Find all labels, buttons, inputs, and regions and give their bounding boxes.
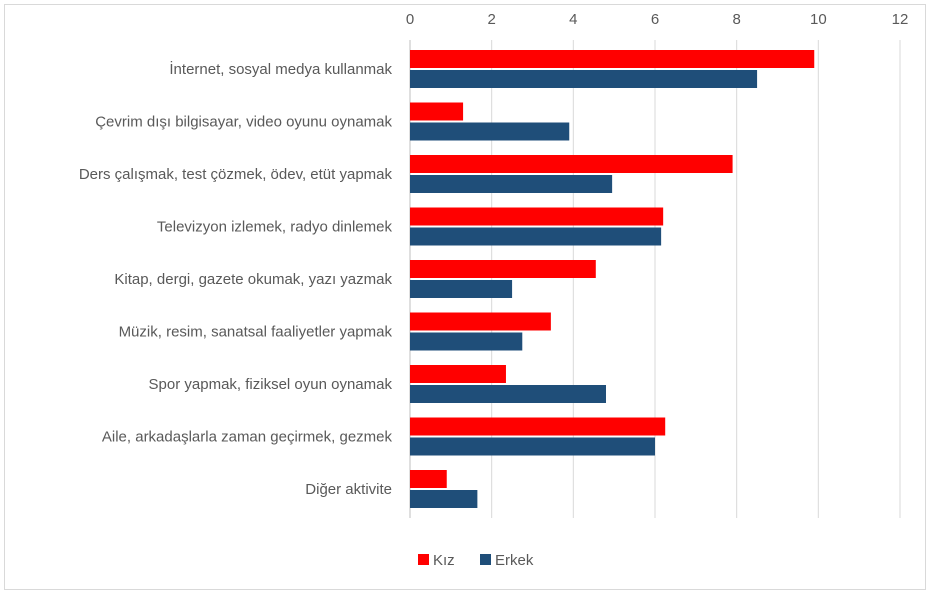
bar-erkek [410, 332, 523, 351]
bar-erkek [410, 70, 758, 88]
bar-kiz [410, 470, 447, 488]
x-tick-label: 0 [406, 11, 414, 28]
legend-label-erkek: Erkek [495, 552, 534, 569]
bar-kiz [410, 417, 666, 436]
category-label: Ders çalışmak, test çözmek, ödev, etüt y… [79, 166, 393, 183]
category-label: Kitap, dergi, gazete okumak, yazı yazmak [114, 271, 392, 288]
category-labels: İnternet, sosyal medya kullanmak Çevrim d… [79, 60, 393, 498]
legend-swatch-erkek [480, 554, 491, 565]
x-tick-label: 12 [892, 11, 909, 28]
bar-kiz [410, 260, 596, 278]
x-axis-ticks: 0 2 4 6 8 10 12 [406, 11, 909, 28]
bar-kiz [410, 155, 733, 173]
x-tick-label: 4 [569, 11, 577, 28]
bar-kiz [410, 50, 815, 68]
bar-erkek [410, 437, 655, 456]
bar-kiz [410, 102, 464, 121]
bar-erkek [410, 280, 513, 298]
x-tick-label: 10 [810, 11, 827, 28]
bars [410, 50, 815, 508]
category-label: İnternet, sosyal medya kullanmak [169, 60, 392, 78]
bar-erkek [410, 385, 606, 403]
bar-erkek [410, 122, 570, 141]
bar-kiz [410, 207, 664, 226]
category-label: Aile, arkadaşlarla zaman geçirmek, gezme… [102, 429, 393, 446]
category-label: Çevrim dışı bilgisayar, video oyunu oyna… [95, 114, 392, 131]
legend-swatch-kiz [418, 554, 429, 565]
x-tick-label: 2 [487, 11, 495, 28]
bar-erkek [410, 490, 478, 508]
legend-label-kiz: Kız [433, 552, 455, 569]
category-label: Televizyon izlemek, radyo dinlemek [157, 219, 393, 236]
legend: Kız Erkek [418, 552, 534, 569]
category-label: Müzik, resim, sanatsal faaliyetler yapma… [119, 324, 393, 341]
category-label: Diğer aktivite [305, 481, 392, 498]
x-tick-label: 8 [732, 11, 740, 28]
bar-erkek [410, 227, 662, 246]
bar-erkek [410, 175, 613, 193]
category-label: Spor yapmak, fiziksel oyun oynamak [149, 376, 393, 393]
bar-kiz [410, 312, 551, 331]
x-tick-label: 6 [651, 11, 659, 28]
bar-kiz [410, 365, 506, 383]
